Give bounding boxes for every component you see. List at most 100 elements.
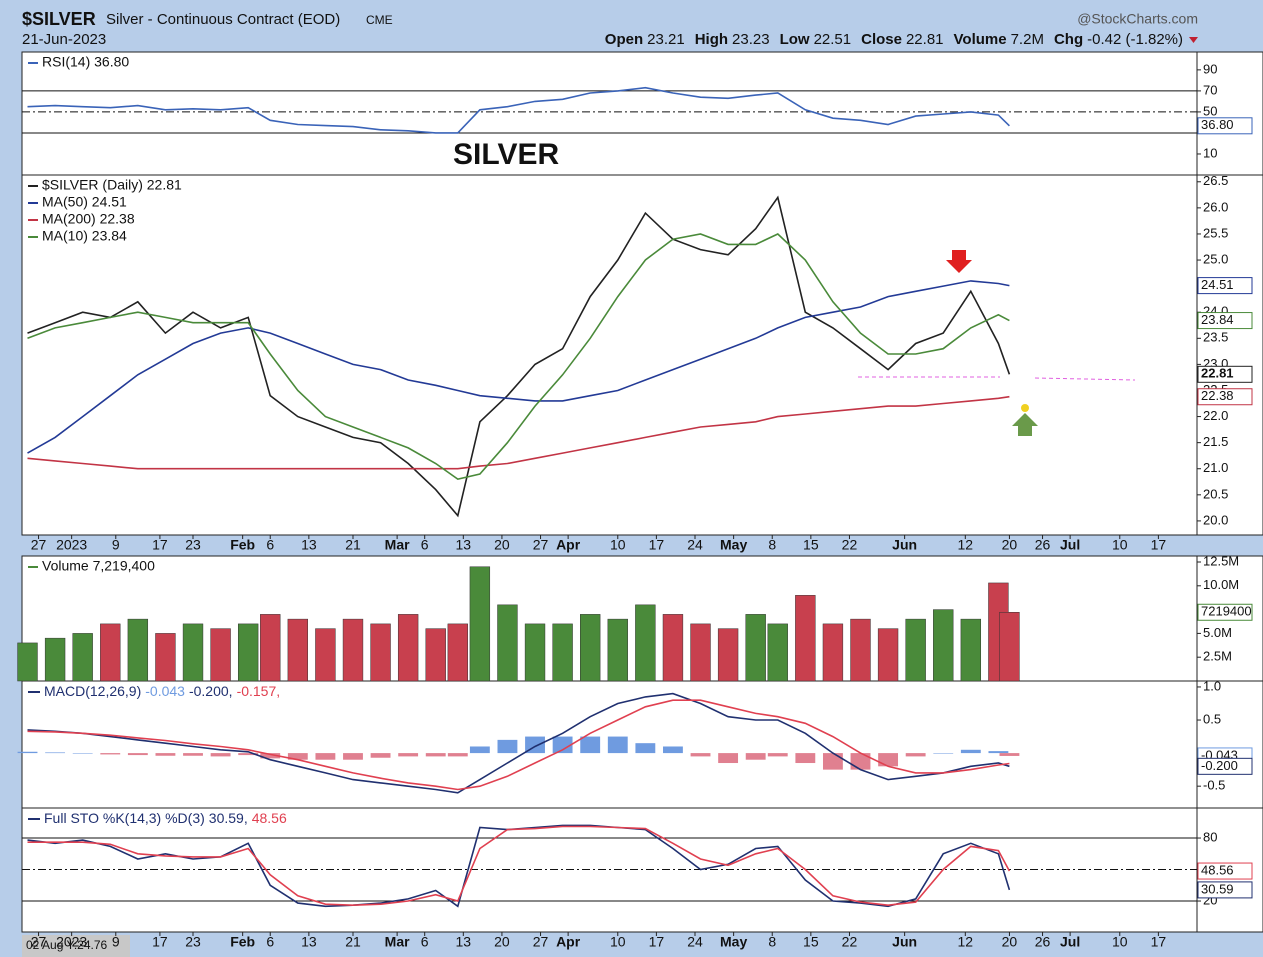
x-tick-label: 13: [301, 934, 317, 950]
bar: [183, 753, 203, 756]
axis-strip: [1196, 51, 1263, 176]
panel: [21, 51, 1198, 176]
x-tick-label: 12: [958, 537, 974, 553]
x-tick-label: 22: [842, 934, 858, 950]
bar: [260, 753, 281, 759]
bar: [850, 753, 871, 770]
line-series: [27, 395, 1010, 470]
bar: [552, 736, 573, 754]
bar: [100, 753, 121, 755]
legend-entry: RSI(14) 36.80: [42, 54, 129, 70]
bar: [182, 623, 204, 682]
y-tick-label: 0.5: [1203, 711, 1221, 726]
line-series: [27, 699, 1010, 791]
bar: [72, 633, 93, 682]
x-tick-label: 17: [1151, 934, 1167, 950]
y-tick-label: 26.0: [1203, 199, 1228, 214]
bar: [398, 753, 419, 757]
bar: [988, 751, 1009, 754]
line-series: [27, 195, 1011, 518]
x-tick-label: 26: [1035, 537, 1051, 553]
bar: [524, 623, 546, 682]
bar: [343, 753, 363, 760]
legend-entry: MA(50) 24.51: [42, 194, 127, 210]
bar: [17, 751, 38, 754]
x-tick-label: 10: [610, 537, 626, 553]
bar: [287, 618, 309, 682]
bar: [580, 614, 601, 682]
value-tag: 48.56: [1201, 862, 1234, 877]
x-tick-label: 10: [1112, 934, 1128, 950]
x-tick-label: 15: [803, 537, 819, 553]
legend-entry: -0.157,: [237, 683, 281, 699]
x-tick-label: 20: [1002, 934, 1018, 950]
y-tick-label: 80: [1203, 829, 1217, 844]
x-tick-label: Mar: [385, 934, 410, 950]
annotation: SILVER: [453, 138, 559, 171]
bar: [17, 642, 38, 682]
y-tick-label: 26.5: [1203, 173, 1228, 188]
value-tag: 7219400: [1201, 604, 1252, 619]
axis-strip: [1196, 680, 1263, 809]
bar: [767, 753, 788, 757]
x-tick-label: 21: [345, 537, 361, 553]
value-tag: 22.81: [1201, 366, 1234, 381]
x-tick-label: 27: [31, 934, 47, 950]
marker: [1021, 404, 1029, 412]
legend-label: Full STO %K(14,3) %D(3): [44, 810, 205, 826]
x-tick-label: 24: [687, 934, 703, 950]
bar: [607, 618, 628, 682]
x-tick-label: 10: [610, 934, 626, 950]
y-tick-label: 20.5: [1203, 486, 1228, 501]
bar: [795, 753, 816, 764]
bar: [425, 753, 446, 757]
y-tick-label: 21.0: [1203, 460, 1228, 475]
y-tick-label: 2.5M: [1203, 649, 1232, 664]
x-tick-label: 13: [456, 934, 472, 950]
legend-label: MACD(12,26,9): [44, 683, 141, 699]
bar: [155, 753, 176, 756]
x-tick-label: 6: [266, 537, 274, 553]
x-tick-label: 9: [112, 537, 120, 553]
bar: [960, 749, 981, 754]
bar: [370, 753, 391, 758]
date: 21-Jun-2023: [22, 31, 106, 48]
value-tag-box: [1197, 277, 1253, 295]
bar: [767, 623, 788, 682]
stat-label: Close: [861, 31, 902, 48]
bar: [45, 752, 66, 754]
stat-label: Open: [605, 31, 643, 48]
x-tick-label: 23: [185, 537, 201, 553]
value-tag: 22.38: [1201, 388, 1234, 403]
value-tag-box: [1197, 881, 1253, 899]
panel: [21, 174, 1198, 536]
stat-label: Low: [780, 31, 810, 48]
bar: [905, 753, 926, 757]
stat-label: Chg: [1054, 31, 1083, 48]
y-tick-label: 22.0: [1203, 408, 1228, 423]
panels: [21, 51, 1263, 933]
value-tag: 24.51: [1201, 277, 1234, 292]
x-tick-label: 26: [1035, 934, 1051, 950]
stat-label: High: [695, 31, 728, 48]
legend-entry: MA(200) 22.38: [42, 211, 135, 227]
bar: [718, 753, 739, 764]
legend-entry: Volume 7,219,400: [42, 558, 155, 574]
y-tick-label: 70: [1203, 82, 1217, 97]
bar: [155, 633, 176, 682]
stats: Open 23.21 High 23.23 Low 22.51 Close 22.81 Volu…: [605, 31, 1183, 48]
y-tick-label: 90: [1203, 61, 1217, 76]
line-series: [27, 692, 1010, 794]
up-arrow: [1012, 413, 1038, 436]
bar: [72, 753, 93, 754]
value-tag-box: [1197, 117, 1253, 135]
axis-strip: [1196, 174, 1263, 536]
y-tick-label: 25.0: [1203, 251, 1228, 266]
bar: [497, 604, 518, 682]
description: Silver - Continuous Contract (EOD): [106, 11, 340, 28]
bar: [315, 628, 336, 682]
bar: [795, 595, 816, 682]
value-tag-box: [1197, 312, 1253, 330]
bar: [100, 623, 121, 682]
